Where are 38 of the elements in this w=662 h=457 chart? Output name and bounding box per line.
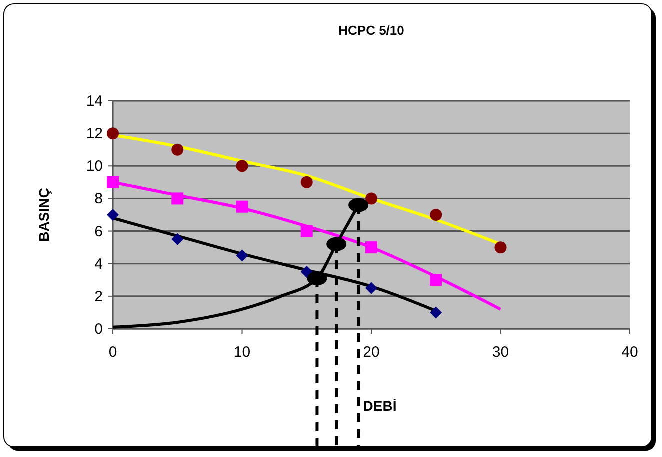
x-tick-label: 30: [492, 344, 510, 361]
point: [430, 306, 442, 319]
point: [366, 282, 378, 294]
point: [107, 128, 119, 140]
point: [430, 209, 442, 221]
point: [366, 192, 378, 205]
x-tick-label: 10: [234, 344, 251, 361]
x-axis-title: DEBİ: [363, 398, 397, 414]
y-tick-label: 4: [94, 256, 103, 273]
point: [430, 274, 442, 286]
point: [236, 160, 248, 172]
point: [300, 225, 313, 238]
x-tick-label: 0: [108, 344, 118, 361]
point: [172, 144, 184, 156]
y-tick-label: 10: [86, 158, 103, 176]
point: [172, 233, 184, 246]
point: [236, 250, 248, 262]
y-tick-label: 12: [86, 126, 103, 143]
x-tick-label: 40: [622, 344, 638, 361]
chart-title: HCPC 5/10: [338, 23, 404, 38]
point: [172, 192, 184, 205]
y-axis-title: BASINÇ: [36, 188, 52, 242]
point: [366, 242, 378, 254]
point: [300, 266, 313, 278]
y-tick-label: 8: [94, 190, 103, 208]
point: [307, 272, 328, 286]
point: [236, 200, 248, 213]
y-tick-label: 0: [94, 321, 103, 338]
x-tick-label: 20: [363, 344, 380, 361]
y-tick-label: 2: [94, 288, 103, 306]
point: [107, 176, 119, 188]
y-tick-label: 14: [86, 93, 103, 110]
point: [107, 209, 119, 221]
point: [300, 176, 313, 188]
point: [326, 237, 347, 252]
point: [494, 242, 507, 254]
y-tick-label: 6: [94, 223, 103, 240]
point: [348, 198, 369, 212]
